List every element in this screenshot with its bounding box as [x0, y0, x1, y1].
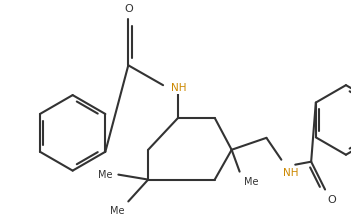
Text: O: O	[327, 196, 336, 205]
Text: Me: Me	[110, 206, 124, 216]
Text: NH: NH	[171, 83, 187, 93]
Text: O: O	[124, 4, 133, 14]
Text: NH: NH	[283, 168, 299, 178]
Text: Me: Me	[244, 177, 258, 187]
Text: Me: Me	[98, 170, 112, 180]
